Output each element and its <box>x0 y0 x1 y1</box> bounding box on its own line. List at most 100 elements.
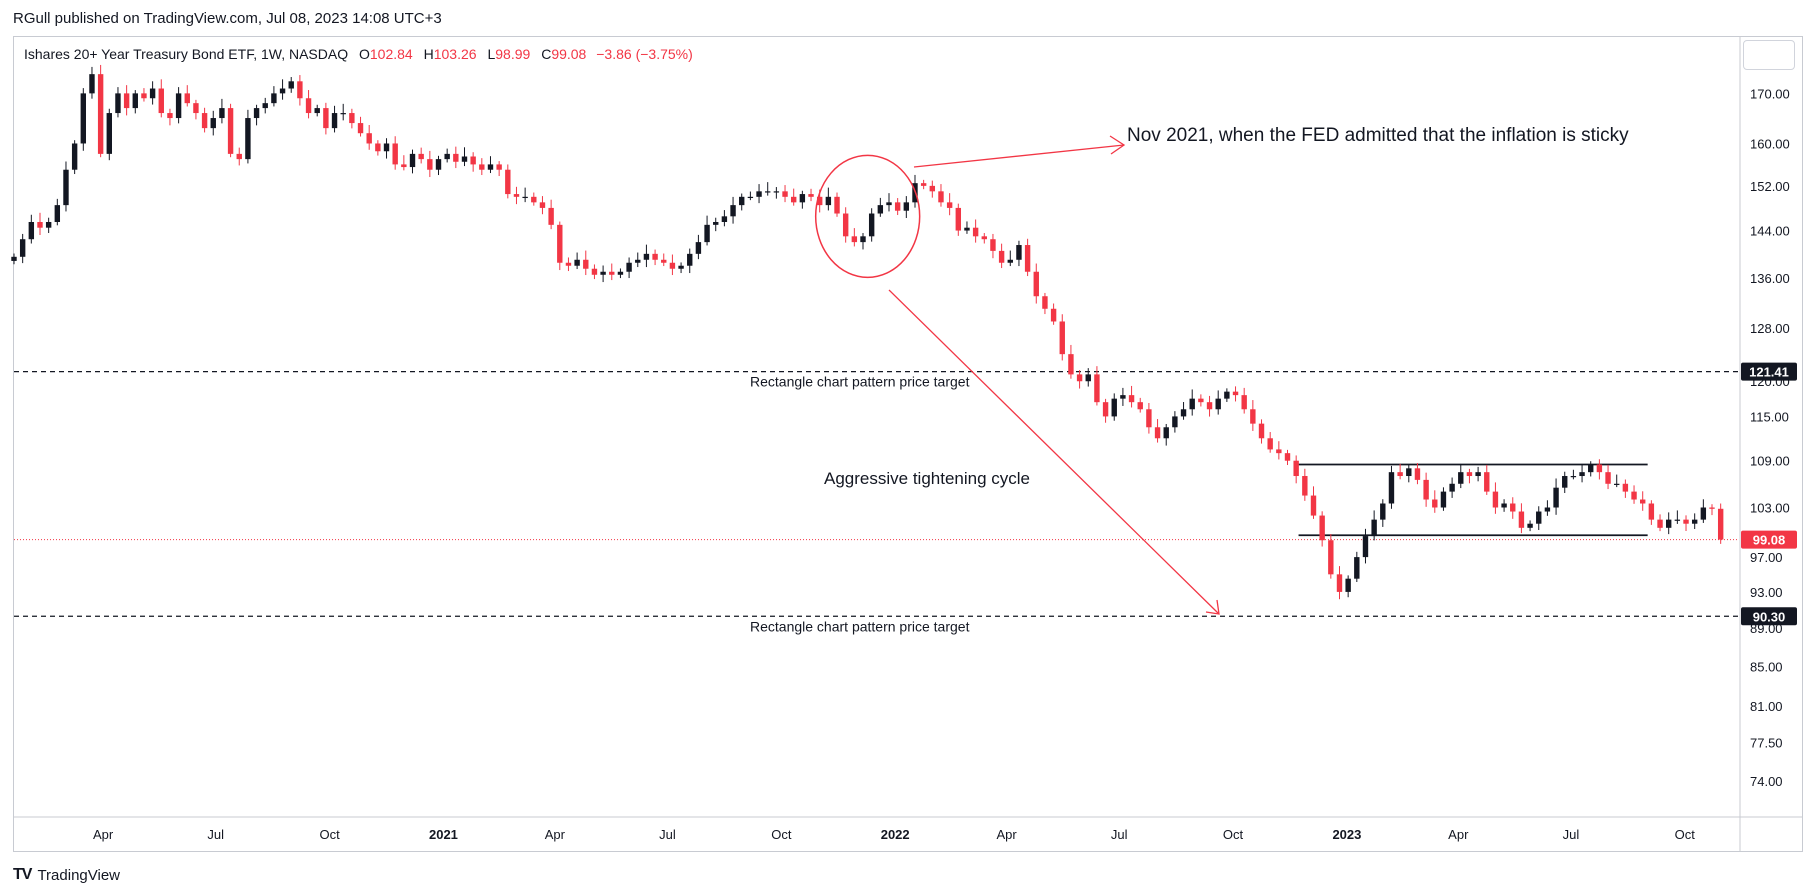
highlight-circle <box>814 154 921 279</box>
candle <box>946 193 953 216</box>
time-tick-label: Jul <box>207 827 224 842</box>
candle <box>773 187 780 199</box>
candle <box>167 108 173 126</box>
candle-body <box>340 113 346 115</box>
candle-body <box>1527 523 1533 528</box>
candle-body <box>1432 499 1438 508</box>
candle <box>609 263 615 281</box>
candle <box>756 184 762 204</box>
candle-body <box>1094 374 1100 403</box>
candle <box>1094 366 1100 406</box>
candle <box>790 188 797 206</box>
candle-body <box>782 191 788 197</box>
candle <box>1614 474 1620 488</box>
price-tick-label: 103.00 <box>1750 501 1790 516</box>
time-tick-label: 2021 <box>429 827 458 842</box>
candle <box>721 210 728 227</box>
candle <box>279 79 286 100</box>
candle-body <box>1501 503 1507 508</box>
time-tick-label: Jul <box>1563 827 1580 842</box>
candle <box>799 190 806 209</box>
candle-body <box>894 202 901 211</box>
candle <box>1102 398 1109 423</box>
candle <box>1665 512 1672 535</box>
candle-body <box>886 202 892 206</box>
candle <box>1640 491 1646 511</box>
candle <box>383 138 390 159</box>
candle-body <box>990 239 996 251</box>
candle <box>1085 368 1091 387</box>
candle <box>1588 461 1594 477</box>
candle-body <box>418 153 424 160</box>
price-tick-label: 136.00 <box>1750 271 1790 286</box>
price-tick-label: 115.00 <box>1750 409 1789 424</box>
candle <box>1622 479 1629 498</box>
candle-body <box>479 164 485 170</box>
candle <box>1674 510 1681 524</box>
time-tick-label: Apr <box>93 827 114 842</box>
candle <box>409 149 416 174</box>
candle <box>1154 419 1161 443</box>
candle <box>227 103 234 158</box>
candle <box>262 97 268 114</box>
candle <box>669 254 676 276</box>
price-target-label: Rectangle chart pattern price target <box>750 374 970 390</box>
candle <box>704 215 710 246</box>
time-tick-label: Jul <box>1111 827 1128 842</box>
candle-body <box>331 113 338 129</box>
candle <box>1076 370 1083 389</box>
candle-body <box>713 221 719 225</box>
candle <box>730 196 736 224</box>
candle-body <box>1596 464 1603 473</box>
candle-body <box>1640 499 1646 504</box>
candle-body <box>149 88 156 99</box>
time-tick-label: Oct <box>319 827 340 842</box>
price-badge-label: 99.08 <box>1753 533 1786 548</box>
candle <box>175 87 182 124</box>
candle-body <box>591 268 598 275</box>
candle <box>739 193 745 211</box>
candle <box>427 150 433 178</box>
candle <box>1345 575 1351 598</box>
close-value: 99.08 <box>551 46 587 62</box>
candle-body <box>972 227 979 237</box>
candle <box>1172 411 1178 433</box>
symbol-title: Ishares 20+ Year Treasury Bond ETF, 1W, … <box>24 46 349 62</box>
candle-body <box>695 242 702 254</box>
footer-brand[interactable]: TV TradingView <box>13 866 120 884</box>
candle-body <box>1588 464 1594 473</box>
candle <box>97 64 104 158</box>
candle-body <box>1267 438 1273 450</box>
candle <box>1553 478 1559 515</box>
candle <box>626 257 632 279</box>
annotations-layer: Nov 2021, when the FED admitted that the… <box>814 125 1629 615</box>
candle <box>1510 497 1516 519</box>
candle <box>236 147 242 166</box>
low-value: 98.99 <box>495 46 531 62</box>
scale-button[interactable] <box>1743 40 1795 70</box>
candle-body <box>1605 472 1611 484</box>
candle <box>366 124 372 150</box>
candle-body <box>115 93 121 114</box>
candle-body <box>574 259 580 266</box>
candle-body <box>1250 409 1256 424</box>
candle-body <box>747 196 754 199</box>
note-arrow-line <box>913 144 1125 168</box>
candle <box>808 188 814 202</box>
price-tick-label: 74.00 <box>1750 774 1783 789</box>
candle-body <box>288 81 294 89</box>
candle-body <box>704 224 710 243</box>
candle-body <box>1076 374 1083 382</box>
candle-body <box>1293 460 1299 477</box>
candle <box>297 75 303 106</box>
candle-body <box>271 93 277 104</box>
candle <box>149 81 156 105</box>
candle-body <box>548 207 554 225</box>
candle <box>661 253 667 267</box>
candle <box>1397 463 1403 480</box>
candle <box>418 147 424 164</box>
candle-body <box>513 194 520 197</box>
candle-body <box>63 169 69 206</box>
candle-body <box>314 108 320 114</box>
